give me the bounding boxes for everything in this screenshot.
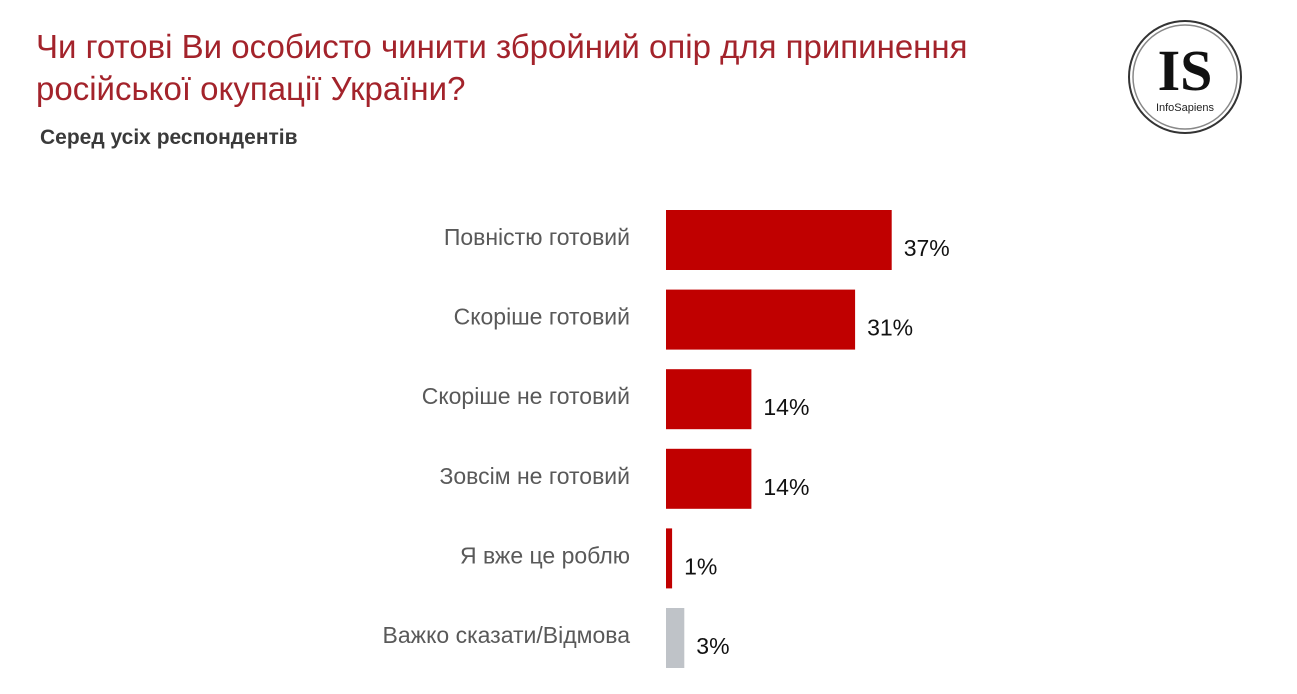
svg-text:InfoSapiens: InfoSapiens [1156,102,1215,114]
category-label: Скоріше готовий [454,304,630,330]
bar [666,210,892,270]
bar [666,289,856,350]
value-label: 14% [763,474,809,500]
value-label: 37% [904,235,950,261]
chart-subtitle: Серед усіх респондентів [40,126,298,149]
category-label: Важко сказати/Відмова [383,622,631,648]
value-label: 31% [867,315,913,341]
category-label: Зовсім не готовий [440,463,631,489]
bar [666,448,752,509]
bar [666,608,685,668]
bar [666,528,673,589]
chart-title: Чи готові Ви особисто чинити збройний оп… [36,28,968,107]
svg-text:IS: IS [1158,38,1213,103]
category-label: Я вже це роблю [460,542,630,568]
category-label: Повністю готовий [444,224,630,250]
bar [666,369,752,430]
value-label: 3% [696,633,729,659]
value-label: 14% [763,394,809,420]
value-label: 1% [684,553,717,579]
category-label: Скоріше не готовий [422,383,630,409]
infosapiens-logo: IS InfoSapiens [1128,20,1242,134]
